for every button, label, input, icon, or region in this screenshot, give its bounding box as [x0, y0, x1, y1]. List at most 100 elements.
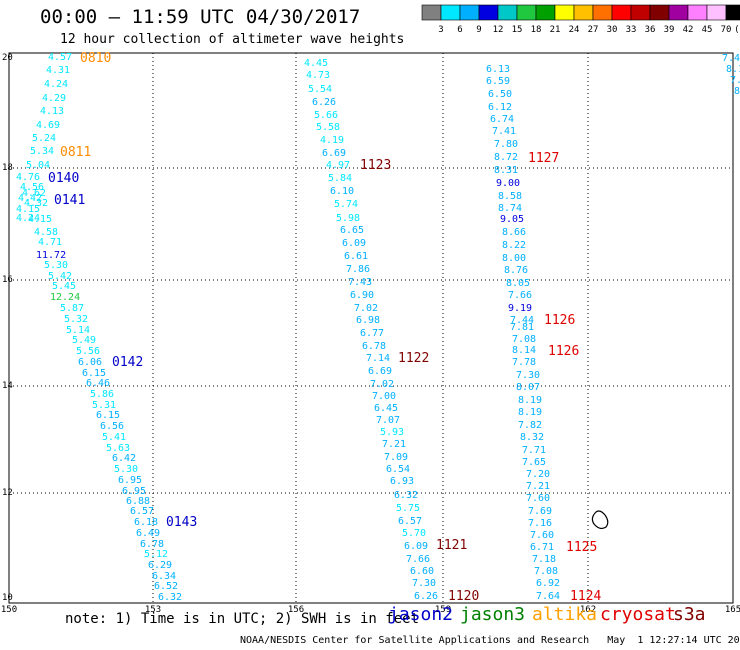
wave-height-label: 8.58: [498, 191, 522, 202]
satellite-legend-s3a: s3a: [673, 604, 706, 625]
wave-height-label: 5.63: [106, 443, 130, 454]
scale-label: 24: [569, 25, 580, 35]
wave-height-label: 5.12: [144, 549, 168, 560]
wave-height-label: 4.29: [42, 93, 66, 104]
wave-height-label: 4.13: [40, 106, 64, 117]
wave-height-label: 7.4: [722, 53, 740, 64]
y-tick-label: 14: [2, 381, 13, 391]
wave-height-label: 5.30: [114, 464, 138, 475]
time-label: 0810: [80, 51, 111, 66]
wave-height-label: 4.73: [306, 70, 330, 81]
wave-height-label: 7.21: [382, 439, 406, 450]
wave-height-label: 7.14: [366, 353, 390, 364]
wave-height-label: 6.26: [312, 97, 336, 108]
wave-height-label: 6.60: [410, 566, 434, 577]
wave-height-label: 4.97: [326, 160, 350, 171]
wave-height-label: 7.18: [532, 554, 556, 565]
wave-height-label: 6.54: [386, 464, 410, 475]
wave-height-label: 7.: [730, 75, 740, 86]
wave-height-label: 6.78: [140, 539, 164, 550]
wave-height-label: 6.95: [122, 486, 146, 497]
wave-height-label: 8.07: [516, 382, 540, 393]
scale-label: 30: [607, 25, 618, 35]
wave-height-label: 6.06: [78, 357, 102, 368]
wave-height-label: 5.87: [60, 303, 84, 314]
wave-height-label: 6.49: [136, 528, 160, 539]
wave-height-label: 6.12: [488, 102, 512, 113]
scale-swatch: [687, 4, 708, 21]
wave-height-label: 6.09: [342, 238, 366, 249]
wave-height-label: 6.15: [82, 368, 106, 379]
wave-height-label: 11.72: [36, 250, 66, 261]
wave-height-label: 7.20: [526, 469, 550, 480]
time-label: 1126: [548, 344, 579, 359]
time-label: 0811: [60, 145, 91, 160]
scale-swatch: [668, 4, 689, 21]
wave-height-label: 4.71: [38, 237, 62, 248]
wave-height-label: 5.54: [308, 84, 332, 95]
time-label: 1121: [436, 538, 467, 553]
time-label: 1124: [570, 589, 601, 604]
satellite-legend-jason2: jason2: [388, 604, 454, 625]
scale-swatch: [592, 4, 613, 21]
wave-height-label: 6.50: [488, 89, 512, 100]
time-label: 1122: [398, 351, 429, 366]
wave-height-label: 6.46: [86, 378, 110, 389]
wave-height-label: 7.69: [528, 506, 552, 517]
wave-height-label: 7.07: [376, 415, 400, 426]
note-text: note: 1) Time is in UTC; 2) SWH is in fe…: [65, 611, 420, 627]
wave-height-label: 7.81: [510, 322, 534, 333]
wave-height-label: 6.29: [148, 560, 172, 571]
wave-height-label: 7.08: [534, 566, 558, 577]
wave-height-label: 4.24: [16, 213, 40, 224]
wave-height-label: 5.74: [334, 199, 358, 210]
wave-height-label: 6.13: [486, 64, 510, 75]
wave-height-label: 8.19: [518, 395, 542, 406]
wave-height-label: 5.41: [102, 432, 126, 443]
wave-height-label: 5.24: [32, 133, 56, 144]
wave-height-label: 6.71: [530, 542, 554, 553]
wave-height-label: 6.56: [100, 421, 124, 432]
wave-height-label: 8.00: [502, 253, 526, 264]
wave-height-label: 5.14: [66, 325, 90, 336]
wave-height-label: 6.65: [340, 225, 364, 236]
wave-height-label: 6.57: [398, 516, 422, 527]
wave-height-label: 6.52: [154, 581, 178, 592]
wave-height-label: 5.49: [72, 335, 96, 346]
scale-label: 6: [457, 25, 462, 35]
wave-height-label: 4.57: [48, 52, 72, 63]
wave-height-label: 5.58: [316, 122, 340, 133]
wave-height-label: 7.60: [526, 493, 550, 504]
wave-height-label: 6.32: [158, 592, 182, 603]
wave-height-label: 7.43: [348, 277, 372, 288]
x-tick-label: 159: [435, 605, 451, 615]
wave-height-label: 5.70: [402, 528, 426, 539]
wave-height-label: 4.62: [22, 188, 46, 199]
wave-height-label: 7.41: [492, 126, 516, 137]
scale-swatch: [725, 4, 740, 21]
wave-height-label: 7.08: [512, 334, 536, 345]
wave-height-label: 6.77: [360, 328, 384, 339]
time-label: 1127: [528, 151, 559, 166]
wave-height-label: 4.24: [44, 79, 68, 90]
wave-height-label: 7.60: [530, 530, 554, 541]
x-tick-label: 165: [725, 605, 740, 615]
wave-height-label: 4.58: [34, 227, 58, 238]
scale-swatch: [630, 4, 651, 21]
x-tick-label: 150: [1, 605, 17, 615]
wave-height-label: 7.80: [494, 139, 518, 150]
scale-label: 12: [493, 25, 504, 35]
wave-height-label: 4.56: [20, 182, 44, 193]
wave-height-label: 12.24: [50, 292, 80, 303]
scale-label: 45: [702, 25, 713, 35]
island-outline: [591, 510, 609, 530]
wave-height-label: 8.74: [498, 203, 522, 214]
wave-height-label: 6.69: [322, 148, 346, 159]
scale-swatch: [573, 4, 594, 21]
wave-height-label: 5.04: [26, 160, 50, 171]
wave-height-label: 6.10: [330, 186, 354, 197]
y-tick-label: 20: [2, 53, 13, 63]
wave-height-label: 7.82: [518, 420, 542, 431]
satellite-legend-altika: altika: [532, 604, 598, 625]
scale-label: 42: [683, 25, 694, 35]
